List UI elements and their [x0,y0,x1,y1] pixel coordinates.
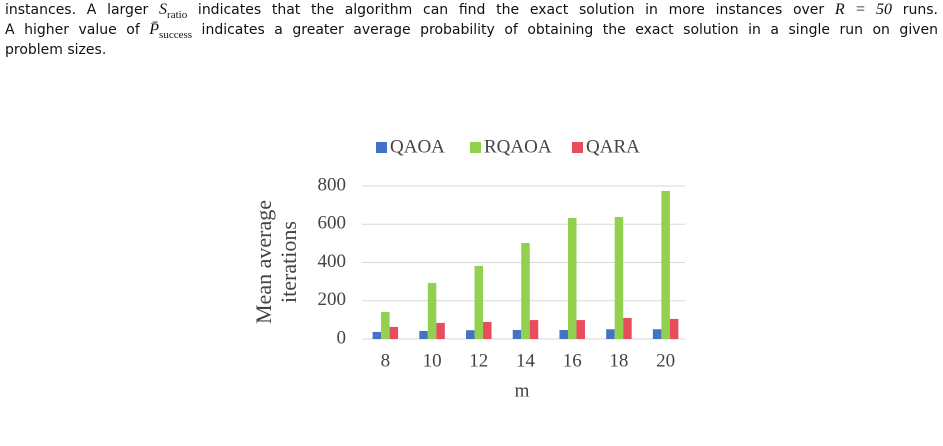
bar [436,322,445,339]
x-tick-label: 14 [516,350,536,371]
bar [559,330,568,339]
legend-label: QAOA [390,136,445,157]
bar [427,282,437,339]
math-symbol: S [159,1,168,18]
x-tick-label: 8 [381,350,391,371]
bar [606,329,615,339]
y-tick-label: 800 [318,174,347,195]
y-axis-label: iterations [276,221,301,303]
math: P̄success [149,21,193,42]
x-tick-label: 10 [423,350,442,371]
math-symbol: R = 50 [834,1,893,18]
bar [483,321,492,339]
math: Sratio [159,1,188,22]
paragraph: instances. A larger Sratio indicates tha… [5,0,938,60]
y-tick-label: 600 [318,213,347,234]
text-line: A higher value of P̄success indicates a … [5,20,938,42]
bar [512,330,522,339]
math: R = 50 [835,1,892,18]
legend-swatch [572,142,583,153]
bar [623,317,632,339]
y-tick-label: 0 [337,327,347,348]
bar [521,242,530,339]
text-line: problem sizes. [5,40,938,60]
bar [372,331,382,339]
x-tick-label: 18 [609,350,628,371]
x-tick-label: 16 [563,350,582,371]
text: A higher value of [5,22,150,38]
legend-label: QARA [586,136,640,157]
x-tick-label: 12 [469,350,488,371]
legend-swatch [376,142,387,153]
bar [614,216,624,339]
bar [661,190,670,339]
text-line: instances. A larger Sratio indicates tha… [5,0,938,22]
y-tick-label: 400 [318,251,347,272]
math-subscript: ratio [167,9,188,22]
legend-swatch [470,142,481,153]
text: instances. A larger [5,2,160,18]
text: indicates that the algorithm can find th… [187,2,835,18]
bar [576,320,585,339]
x-tick-label: 20 [656,350,675,371]
bar [389,326,399,339]
bar [669,318,679,339]
bar [652,329,662,339]
bar [419,330,428,339]
text: runs. [892,2,938,18]
text: indicates a greater average probability … [192,22,938,38]
bar [381,312,390,339]
legend-label: RQAOA [484,136,552,157]
math-symbol: P̄ [149,21,160,38]
y-tick-label: 200 [318,289,347,310]
y-axis-label: Mean average [251,200,276,324]
math-subscript: success [159,29,193,42]
x-axis-label: m [515,380,530,401]
bar [474,265,484,339]
bar [529,320,539,339]
text: problem sizes. [5,42,107,58]
bar [466,330,475,339]
bar [567,217,577,339]
